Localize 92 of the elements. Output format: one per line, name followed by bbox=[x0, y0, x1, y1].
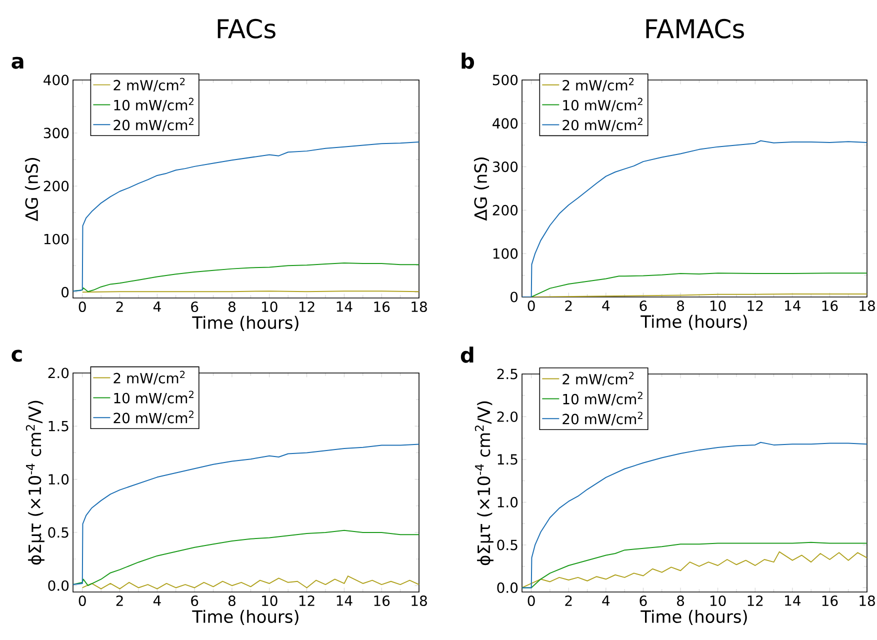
x-tick-label: 14 bbox=[336, 302, 352, 312]
line-series bbox=[73, 530, 420, 586]
y-tick-label: 0.5 bbox=[48, 527, 68, 538]
y-tick-label: 1.0 bbox=[498, 496, 518, 508]
y-tick-label: 200 bbox=[44, 180, 69, 192]
y-tick-label: 400 bbox=[44, 74, 69, 86]
x-tick-label: 16 bbox=[374, 595, 390, 606]
y-axis-title: ϕΣμτ (×10$^{-4}$ cm$^{2}$/V) bbox=[474, 401, 494, 566]
x-tick-label: 10 bbox=[710, 300, 726, 312]
y-tick-label: 400 bbox=[492, 118, 518, 129]
y-tick-label: 2.0 bbox=[48, 368, 69, 378]
y-tick-label: 0.5 bbox=[497, 540, 518, 550]
legend-label: 2 mW/cm$^{2}$ bbox=[114, 78, 185, 92]
x-tick-label: 12 bbox=[748, 300, 763, 311]
legend-label: 10 mW/cm$^{2}$ bbox=[563, 98, 642, 112]
x-tick-label: 14 bbox=[785, 596, 801, 606]
legend-label: 2 mW/cm$^{2}$ bbox=[562, 372, 634, 386]
y-tick-label: 100 bbox=[44, 234, 69, 244]
x-axis-title: Time (hours) bbox=[192, 610, 298, 625]
line-series bbox=[82, 576, 420, 590]
line-series bbox=[522, 551, 868, 588]
x-tick-label: 4 bbox=[602, 596, 610, 606]
x-tick-label: 14 bbox=[785, 300, 801, 311]
x-tick-label: 6 bbox=[191, 301, 198, 312]
y-tick-label: 1.5 bbox=[48, 420, 68, 432]
x-tick-label: 4 bbox=[153, 302, 161, 312]
y-tick-label: 300 bbox=[492, 162, 518, 172]
x-tick-label: 8 bbox=[228, 595, 236, 606]
x-tick-label: 16 bbox=[374, 301, 390, 312]
y-tick-label: 1.5 bbox=[498, 454, 518, 465]
x-axis-title: Time (hours) bbox=[192, 316, 298, 331]
y-axis-title: ϕΣμτ (×10$^{-4}$ cm$^{2}$/V) bbox=[26, 400, 44, 565]
legend-label: 2 mW/cm$^{2}$ bbox=[114, 370, 185, 385]
legend-label: 20 mW/cm$^{2}$ bbox=[114, 410, 194, 424]
x-tick-label: 2 bbox=[565, 300, 572, 311]
legend-label: 10 mW/cm$^{2}$ bbox=[563, 392, 642, 406]
y-tick-label: 100 bbox=[493, 248, 518, 259]
x-axis-title: Time (hours) bbox=[640, 314, 747, 330]
x-tick-label: 8 bbox=[677, 300, 684, 312]
x-tick-label: 10 bbox=[262, 301, 278, 312]
x-tick-label: 0 bbox=[528, 300, 535, 312]
x-tick-label: 18 bbox=[412, 595, 427, 606]
y-tick-label: 0 bbox=[62, 286, 69, 298]
chart-title: FAMACs bbox=[646, 18, 744, 38]
y-tick-label: 0.0 bbox=[497, 582, 518, 593]
x-tick-label: 8 bbox=[677, 595, 684, 606]
x-tick-label: 10 bbox=[710, 595, 726, 606]
y-tick-label: 200 bbox=[492, 204, 518, 216]
y-axis-title: ΔG (nS) bbox=[24, 158, 40, 222]
y-tick-label: 1.0 bbox=[48, 474, 69, 485]
legend-label: 20 mW/cm$^{2}$ bbox=[562, 118, 642, 132]
legend-label: 2 mW/cm$^{2}$ bbox=[562, 78, 634, 92]
legend-label: 10 mW/cm$^{2}$ bbox=[114, 390, 194, 404]
line-series bbox=[73, 262, 420, 292]
x-tick-label: 14 bbox=[336, 596, 352, 606]
x-tick-label: 4 bbox=[153, 596, 161, 606]
x-tick-label: 18 bbox=[860, 300, 875, 312]
text: d bbox=[460, 346, 474, 363]
x-tick-label: 12 bbox=[299, 595, 314, 606]
y-tick-label: 2.0 bbox=[497, 411, 518, 422]
text: c bbox=[12, 350, 22, 362]
legend-label: 20 mW/cm$^{2}$ bbox=[562, 412, 642, 426]
x-tick-label: 16 bbox=[822, 300, 838, 312]
x-tick-label: 12 bbox=[299, 301, 314, 312]
x-tick-label: 2 bbox=[116, 595, 123, 606]
y-tick-label: 500 bbox=[492, 74, 518, 86]
x-axis-title: Time (hours) bbox=[640, 610, 747, 625]
y-tick-label: 300 bbox=[44, 128, 69, 138]
x-tick-label: 18 bbox=[412, 301, 427, 312]
x-tick-label: 0 bbox=[78, 301, 86, 312]
x-tick-label: 12 bbox=[748, 595, 763, 606]
x-tick-label: 6 bbox=[640, 595, 647, 606]
legend-label: 20 mW/cm$^{2}$ bbox=[114, 118, 194, 132]
x-tick-label: 2 bbox=[565, 595, 572, 606]
x-tick-label: 18 bbox=[860, 595, 875, 606]
text: a bbox=[12, 56, 24, 69]
y-tick-label: 0 bbox=[510, 292, 518, 302]
y-tick-label: 0.0 bbox=[48, 580, 69, 591]
y-tick-label: 2.5 bbox=[497, 368, 518, 380]
text: b bbox=[462, 52, 474, 69]
x-tick-label: 6 bbox=[640, 300, 647, 312]
x-tick-label: 6 bbox=[191, 595, 198, 606]
x-tick-label: 16 bbox=[822, 595, 838, 606]
x-tick-label: 0 bbox=[78, 595, 86, 606]
legend-label: 10 mW/cm$^{2}$ bbox=[114, 98, 194, 112]
y-axis-title: ΔG (nS) bbox=[474, 158, 490, 221]
x-tick-label: 4 bbox=[602, 300, 610, 311]
x-tick-label: 8 bbox=[228, 301, 236, 312]
x-tick-label: 0 bbox=[528, 595, 535, 606]
x-tick-label: 10 bbox=[262, 595, 278, 606]
x-tick-label: 2 bbox=[116, 301, 123, 312]
chart-title: FACs bbox=[218, 18, 276, 38]
